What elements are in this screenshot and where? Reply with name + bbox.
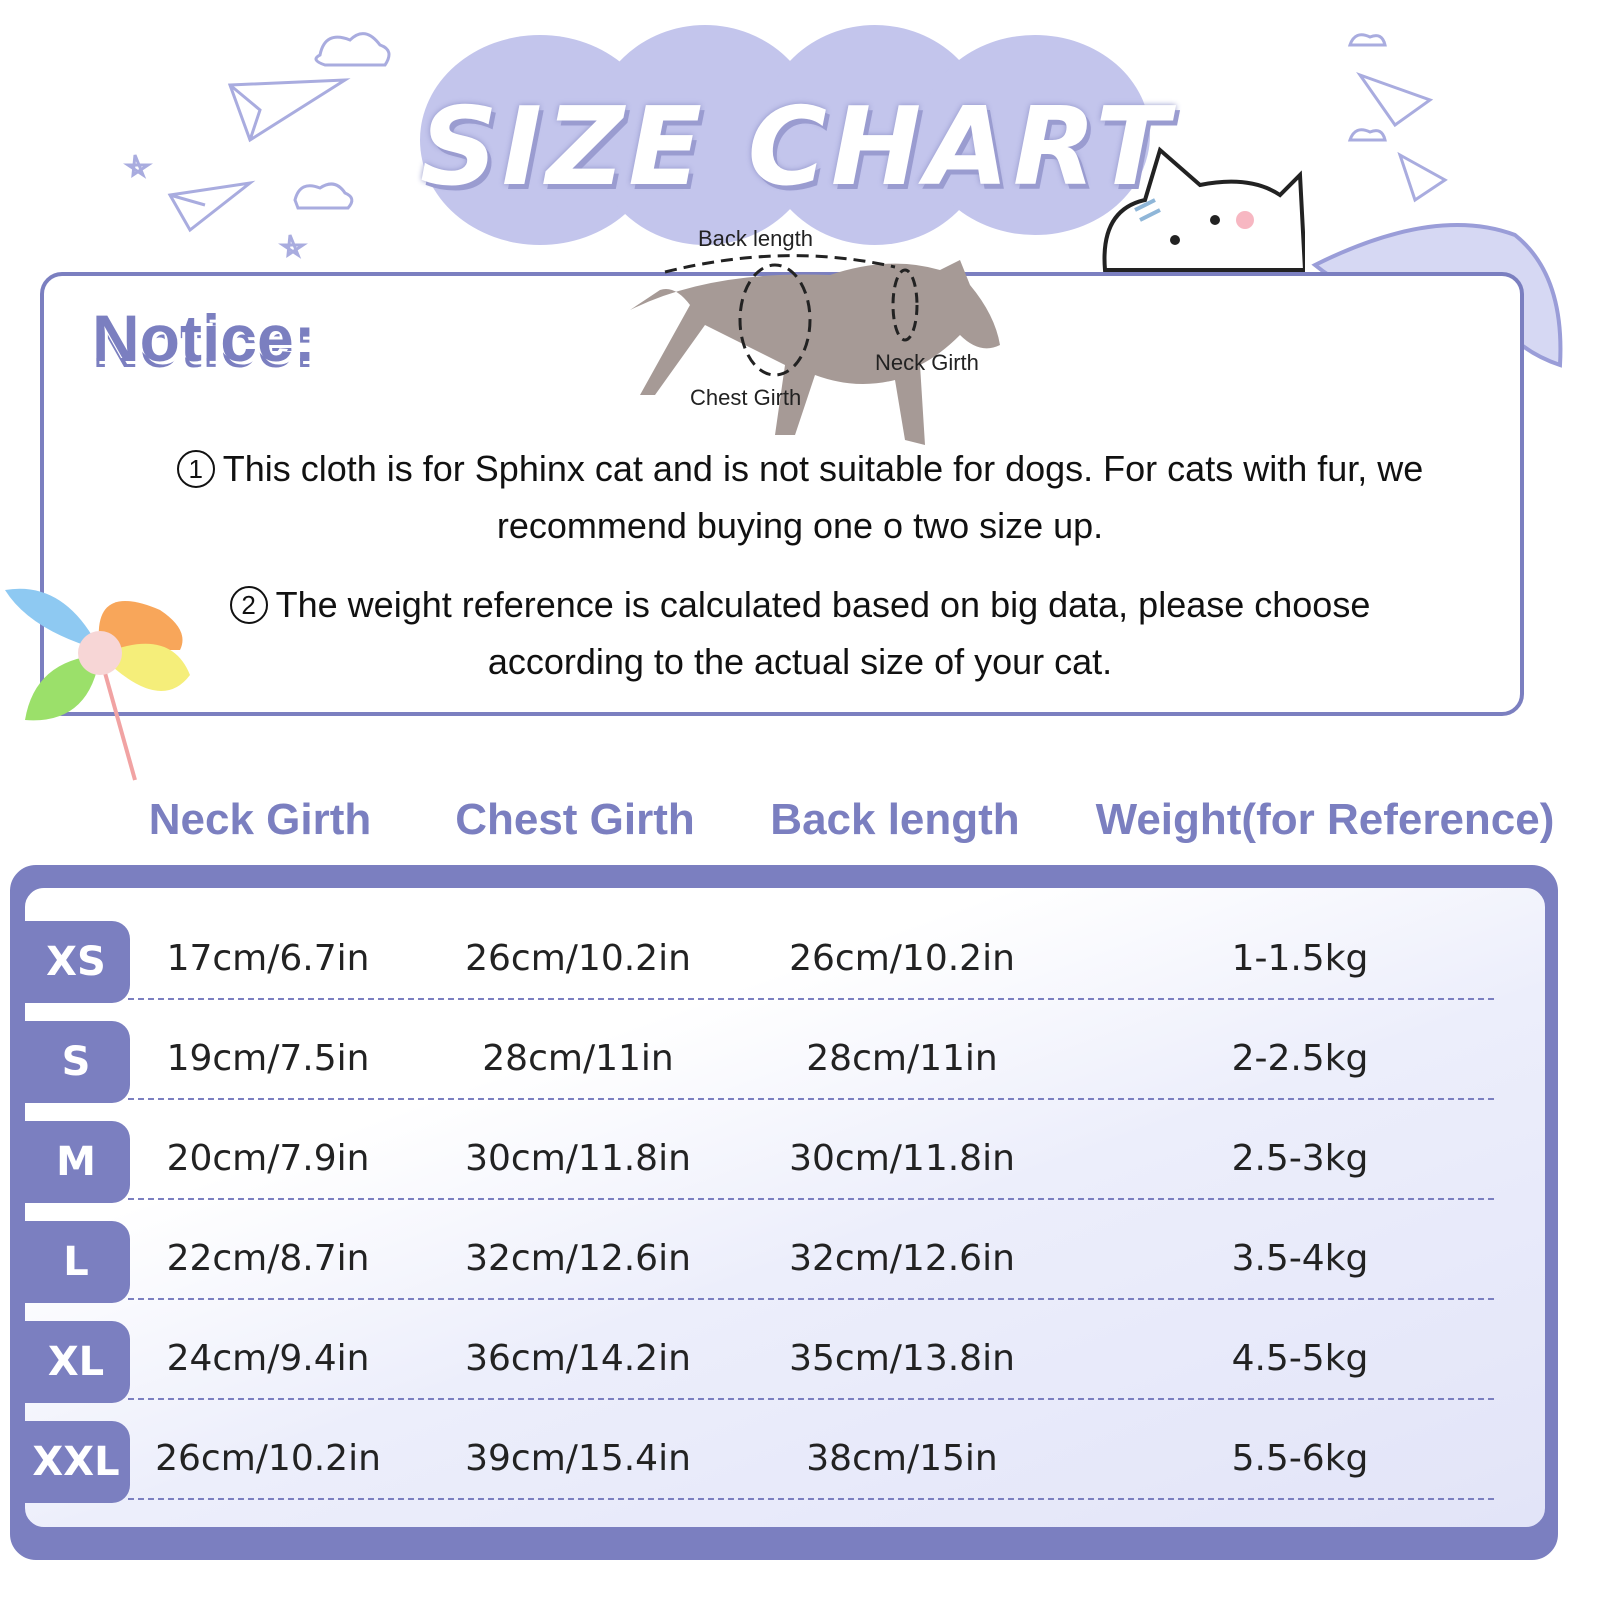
size-label: XXL <box>22 1421 130 1503</box>
row-divider <box>128 1398 1494 1400</box>
table-cell: 20cm/7.9in <box>166 1138 370 1179</box>
notice-text: This cloth is for Sphinx cat and is not … <box>222 448 1424 489</box>
back-length-line <box>664 254 896 274</box>
paper-plane-doodles-right <box>1347 33 1448 203</box>
size-label: XS <box>22 921 130 1003</box>
table-cell: 4.5-5kg <box>1231 1338 1369 1379</box>
table-cell: 1-1.5kg <box>1231 938 1369 979</box>
star-icon <box>123 154 308 259</box>
number-marker: 1 <box>176 450 215 488</box>
notice-item-1: 1 This cloth is for Sphinx cat and is not… <box>0 440 1600 554</box>
table-cell: 17cm/6.7in <box>166 938 370 979</box>
table-cell: 24cm/9.4in <box>166 1338 370 1379</box>
table-cell: 32cm/12.6in <box>789 1238 1015 1279</box>
notice-heading: Notice: <box>92 301 316 375</box>
paper-plane-doodles-left <box>123 32 391 259</box>
table-cell: 2-2.5kg <box>1231 1038 1369 1079</box>
notice-text: The weight reference is calculated based… <box>275 584 1371 625</box>
table-cell: 38cm/15in <box>806 1438 998 1479</box>
cloud-icon <box>314 32 391 67</box>
row-divider <box>128 1298 1494 1300</box>
table-cell: 26cm/10.2in <box>465 938 691 979</box>
chest-girth-label: Chest Girth <box>690 385 802 410</box>
cartoon-cat-icon <box>1102 146 1305 272</box>
table-cell: 5.5-6kg <box>1231 1438 1369 1479</box>
row-divider <box>128 1498 1494 1500</box>
page-title: SIZE CHART <box>420 85 1173 210</box>
neck-girth-line <box>891 268 919 342</box>
table-cell: 19cm/7.5in <box>166 1038 370 1079</box>
cloud-icon <box>1347 33 1387 142</box>
sphinx-cat-diagram <box>630 254 1000 445</box>
cat-photo <box>630 260 1000 445</box>
size-table <box>22 885 1548 1530</box>
column-header-neck-girth: Neck Girth <box>148 795 372 844</box>
table-cell: 30cm/11.8in <box>465 1138 691 1179</box>
paper-plane-icon <box>227 78 351 143</box>
table-cell: 28cm/11in <box>806 1038 998 1079</box>
table-cell: 36cm/14.2in <box>465 1338 691 1379</box>
column-header-chest-girth: Chest Girth <box>455 795 695 844</box>
table-cell: 28cm/11in <box>482 1038 674 1079</box>
row-divider <box>128 1098 1494 1100</box>
column-header-back-length: Back length <box>770 795 1020 844</box>
table-cell: 35cm/13.8in <box>789 1338 1015 1379</box>
table-cell: 26cm/10.2in <box>789 938 1015 979</box>
neck-girth-label: Neck Girth <box>875 350 979 375</box>
table-cell: 39cm/15.4in <box>465 1438 691 1479</box>
size-label: S <box>22 1021 130 1103</box>
cloud-icon <box>293 182 354 210</box>
row-divider <box>128 1198 1494 1200</box>
notice-text: recommend buying one o two size up. <box>496 505 1104 546</box>
notice-text: according to the actual size of your cat… <box>487 641 1113 682</box>
column-header-weight: Weight(for Reference) <box>1095 795 1555 844</box>
paper-plane-icon <box>167 180 256 233</box>
table-cell: 26cm/10.2in <box>155 1438 381 1479</box>
title-banner: SIZE CHART <box>420 25 1173 245</box>
table-cell: 32cm/12.6in <box>465 1238 691 1279</box>
row-divider <box>128 998 1494 1000</box>
number-marker: 2 <box>229 586 268 624</box>
table-cell: 22cm/8.7in <box>166 1238 370 1279</box>
paper-plane-icon <box>1397 151 1448 203</box>
notice-item-2: 2 The weight reference is calculated base… <box>0 576 1600 690</box>
table-cell: 2.5-3kg <box>1231 1138 1369 1179</box>
paper-plane-icon <box>1356 72 1434 128</box>
table-cell: 3.5-4kg <box>1231 1238 1369 1279</box>
size-label: M <box>22 1121 130 1203</box>
size-label: XL <box>22 1321 130 1403</box>
chest-girth-line <box>738 263 812 377</box>
size-label: L <box>22 1221 130 1303</box>
pinwheel-icon <box>5 588 190 781</box>
back-length-label: Back length <box>698 226 813 251</box>
table-cell: 30cm/11.8in <box>789 1138 1015 1179</box>
